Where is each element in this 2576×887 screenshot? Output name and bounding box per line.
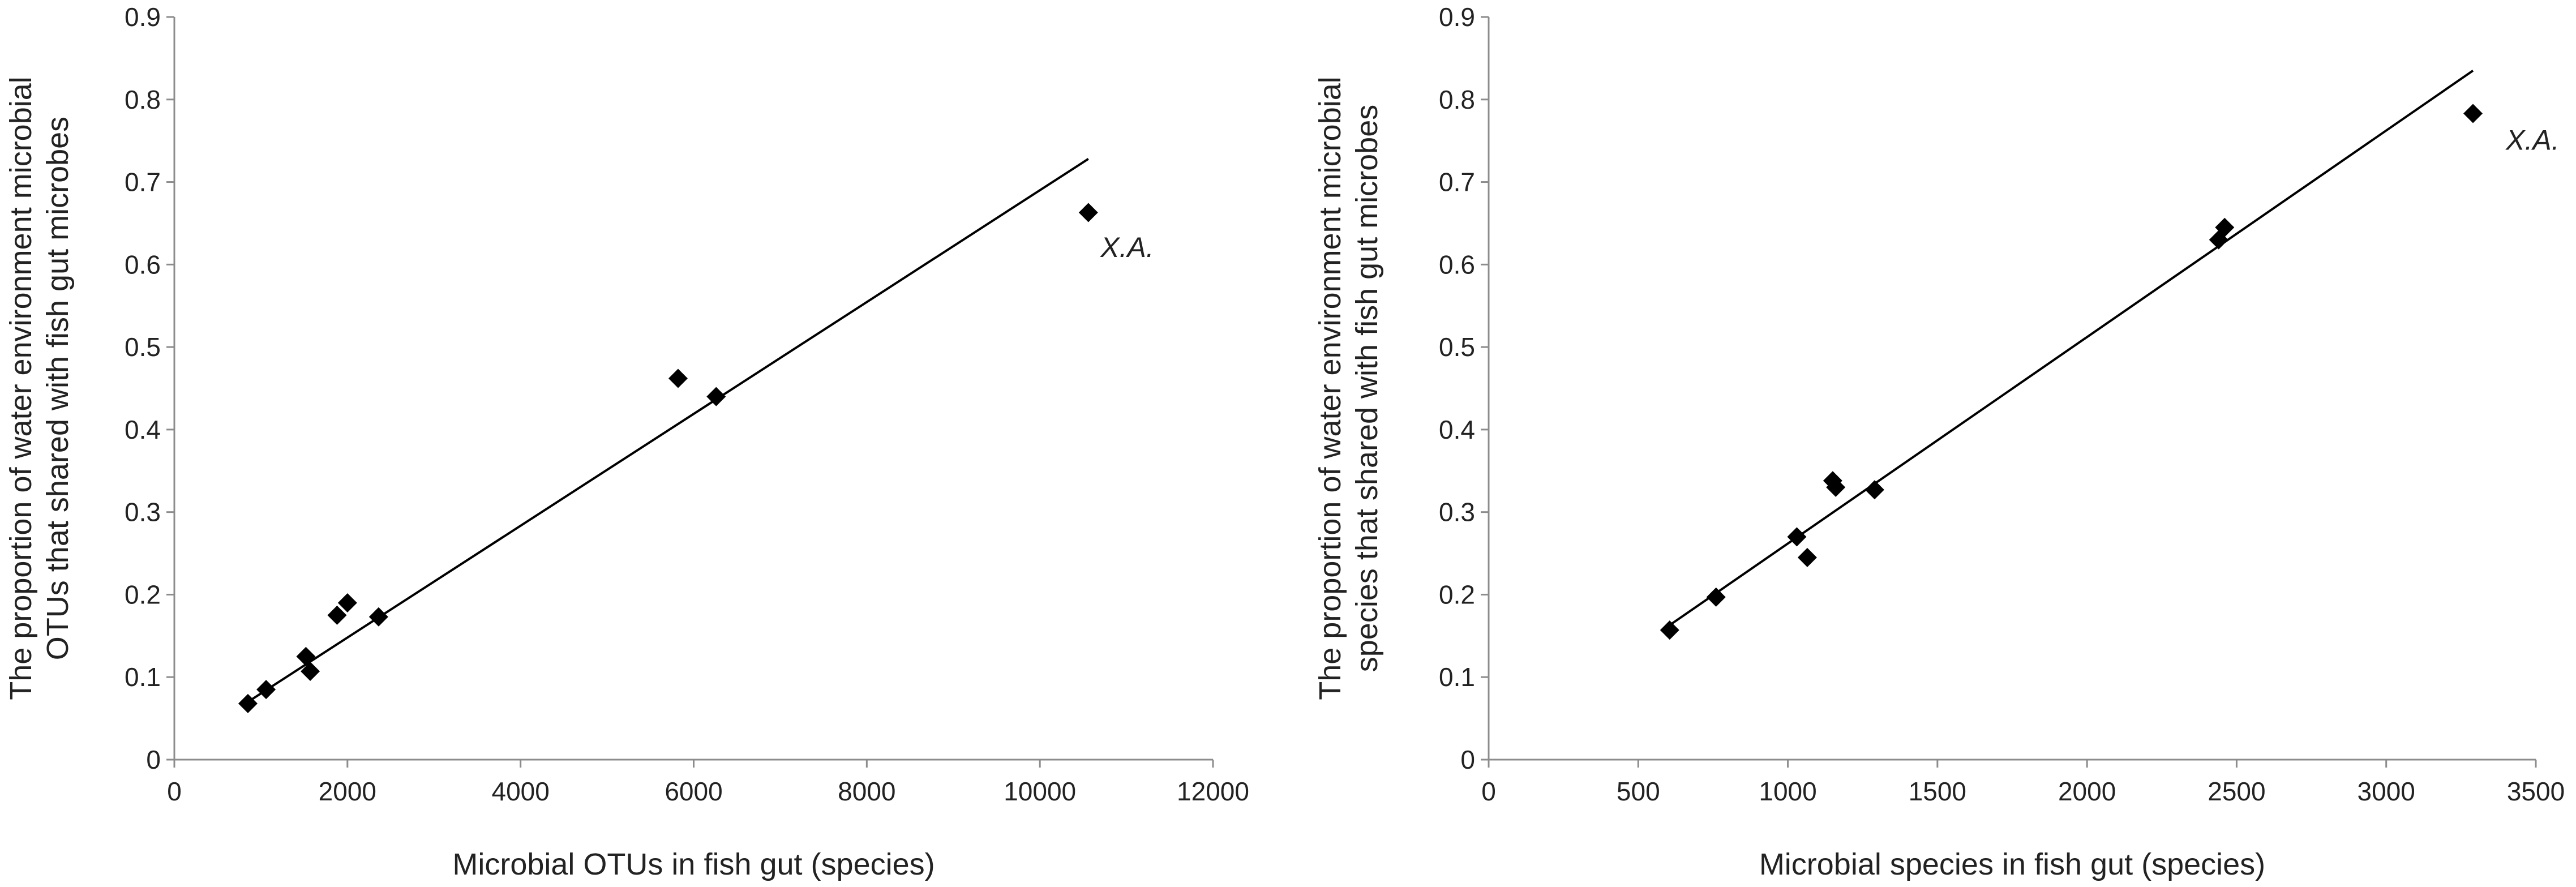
data-point: [327, 605, 347, 625]
data-point: [1787, 527, 1807, 547]
x-tick-label: 1000: [1759, 777, 1816, 806]
data-point: [1865, 480, 1884, 500]
y-tick-label: 0.7: [125, 168, 161, 197]
point-annotation: X.A.: [2505, 125, 2559, 156]
x-tick-label: 1500: [1909, 777, 1966, 806]
y-axis-title-line: species that shared with fish gut microb…: [1350, 105, 1384, 672]
y-tick-label: 0.1: [125, 662, 161, 692]
x-axis-title: Microbial OTUs in fish gut (species): [452, 847, 935, 881]
data-point: [301, 662, 320, 682]
x-tick-label: 3500: [2507, 777, 2565, 806]
data-point: [1660, 620, 1679, 640]
y-tick-label: 0.9: [1439, 2, 1475, 32]
trend-line: [247, 158, 1089, 703]
x-tick-label: 12000: [1177, 777, 1249, 806]
y-tick-label: 0.2: [125, 580, 161, 609]
data-point: [2463, 104, 2483, 123]
x-tick-label: 0: [1481, 777, 1496, 806]
data-point: [2215, 217, 2235, 237]
x-axis-title: Microbial species in fish gut (species): [1759, 847, 2265, 881]
x-tick-label: 4000: [491, 777, 549, 806]
x-tick-label: 0: [167, 777, 182, 806]
y-tick-label: 0.3: [1439, 498, 1475, 527]
data-point: [1706, 587, 1726, 607]
x-tick-label: 8000: [838, 777, 895, 806]
y-tick-label: 0.3: [125, 498, 161, 527]
x-tick-label: 500: [1617, 777, 1660, 806]
x-tick-label: 10000: [1004, 777, 1076, 806]
data-point: [337, 593, 357, 613]
y-tick-label: 0.4: [125, 415, 161, 444]
y-tick-label: 0.7: [1439, 168, 1475, 197]
y-tick-label: 0.2: [1439, 580, 1475, 609]
data-point: [706, 387, 726, 406]
x-tick-label: 2500: [2208, 777, 2265, 806]
x-tick-label: 6000: [665, 777, 722, 806]
data-point: [1797, 547, 1817, 567]
y-tick-label: 0.6: [125, 250, 161, 279]
chart-species: 0 0.1 0.2 0.3 0.4 0.5 0.6 0.7 0.8 0.9 0 500 1000 1500…: [1313, 2, 2565, 881]
data-point: [1826, 477, 1846, 497]
y-tick-label: 0.6: [1439, 250, 1475, 279]
data-point: [368, 607, 388, 627]
x-tick-label: 3000: [2358, 777, 2415, 806]
data-point: [238, 693, 258, 713]
point-annotation: X.A.: [1100, 232, 1154, 263]
data-point: [296, 646, 316, 666]
y-tick-label: 0: [146, 745, 161, 774]
y-tick-label: 0.4: [1439, 415, 1475, 444]
y-tick-label: 0.9: [125, 2, 161, 32]
y-axis-title-line: The proportion of water environment micr…: [1313, 76, 1347, 700]
data-point: [256, 680, 276, 700]
y-tick-label: 0: [1460, 745, 1475, 774]
x-tick-label: 2000: [2058, 777, 2116, 806]
y-axis-title-line: OTUs that shared with fish gut microbes: [41, 117, 75, 660]
y-tick-label: 0.1: [1439, 662, 1475, 692]
y-tick-label: 0.5: [1439, 332, 1475, 362]
chart-otus: 0 0.1 0.2 0.3 0.4 0.5 0.6 0.7 0.8 0.9 0 2000 4000 600…: [4, 2, 1249, 881]
data-point: [1078, 203, 1098, 222]
trend-line: [1669, 70, 2474, 627]
data-point: [668, 368, 688, 388]
y-axis-title-line: The proportion of water environment micr…: [4, 76, 38, 700]
y-tick-label: 0.8: [1439, 85, 1475, 114]
y-tick-label: 0.5: [125, 332, 161, 362]
y-tick-label: 0.8: [125, 85, 161, 114]
x-tick-label: 2000: [319, 777, 376, 806]
